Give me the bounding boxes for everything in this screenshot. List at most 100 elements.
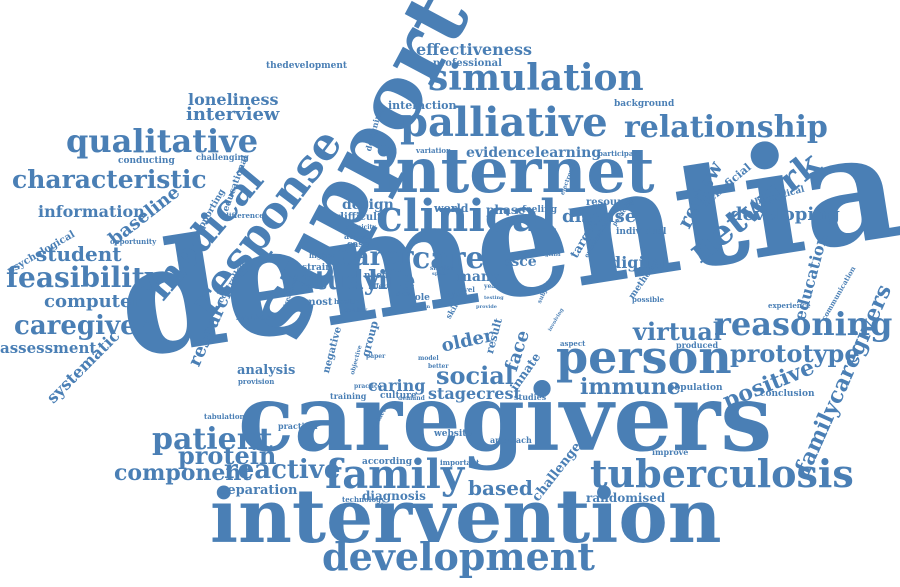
word-caregivers: caregivers bbox=[238, 364, 773, 472]
word-virtual: virtual bbox=[633, 317, 722, 346]
word-culture: culture bbox=[380, 391, 417, 401]
word-reactive: reactive bbox=[224, 455, 341, 485]
word-separation: separation bbox=[220, 483, 298, 498]
word-randomised: randomised bbox=[586, 491, 666, 505]
word-provide: provide bbox=[476, 304, 497, 310]
word-aspect: aspect bbox=[560, 339, 586, 348]
word-practical: practical bbox=[278, 421, 318, 431]
word-strain: strain bbox=[302, 263, 332, 273]
word-practice: practice bbox=[354, 383, 382, 390]
word-osce: osce bbox=[502, 254, 537, 270]
word-developing: developing bbox=[730, 204, 840, 225]
word-interview: interview bbox=[186, 104, 280, 125]
word-stagecrest: stagecrest bbox=[428, 384, 521, 403]
word-space: space bbox=[432, 271, 448, 277]
word-reasoning: reasoning bbox=[714, 305, 893, 343]
word-role: role bbox=[410, 293, 430, 303]
word-simulation: simulation bbox=[428, 57, 644, 99]
word-provision: provision bbox=[238, 377, 275, 386]
word-caregiver: caregiver bbox=[14, 311, 151, 341]
word-effect: effect bbox=[370, 283, 389, 290]
word-evidence: evidence bbox=[466, 145, 535, 161]
word-learning: learning bbox=[535, 145, 602, 161]
word-analysis: analysis bbox=[237, 363, 296, 378]
word-prototype: prototype bbox=[730, 339, 860, 368]
word-student: student bbox=[36, 242, 122, 266]
word-diagnosis: diagnosis bbox=[362, 489, 426, 503]
word-person: person bbox=[556, 330, 732, 384]
word-synthesis: synthesis bbox=[236, 312, 278, 322]
word-website: website bbox=[434, 429, 473, 439]
word-experience: experience bbox=[768, 301, 811, 310]
word-many: many bbox=[457, 269, 500, 285]
word-novel: novel bbox=[454, 285, 475, 294]
word-model: model bbox=[418, 355, 439, 362]
word-possible: possible bbox=[632, 295, 665, 304]
word-professional: professional bbox=[433, 58, 502, 69]
word-palliative: palliative bbox=[400, 99, 608, 146]
word-life: life bbox=[368, 266, 416, 296]
word-clinical: clinical bbox=[376, 191, 557, 242]
word-development: development bbox=[322, 534, 595, 579]
word-design: design bbox=[342, 197, 394, 213]
word-relationship: relationship bbox=[624, 110, 828, 145]
word-according: according bbox=[362, 457, 413, 467]
word-carer: carer bbox=[337, 242, 414, 272]
word-resource: resource bbox=[586, 197, 635, 208]
word-tuberculosis: tuberculosis bbox=[590, 451, 854, 496]
word-world: world bbox=[434, 202, 469, 215]
word-health: health bbox=[334, 297, 360, 306]
word-information: information bbox=[38, 202, 145, 221]
word-higher: higher bbox=[309, 251, 335, 260]
word-patient: patient bbox=[152, 422, 273, 457]
word-approach: approach bbox=[490, 435, 532, 445]
word-england: england bbox=[538, 252, 561, 258]
word-individual: individual bbox=[616, 227, 667, 237]
word-care: care bbox=[412, 241, 485, 276]
word-thedevelopment: thedevelopment bbox=[266, 61, 348, 71]
word-studies: studies bbox=[514, 392, 547, 402]
word-testing: testing bbox=[484, 295, 504, 301]
word-population: population bbox=[668, 383, 723, 393]
word-demand: demand bbox=[398, 395, 425, 402]
word-feeling: feeling bbox=[522, 205, 557, 215]
word-protein: protein bbox=[178, 441, 277, 470]
word-similar: similar bbox=[430, 265, 454, 272]
word-phase: phase bbox=[486, 203, 526, 217]
word-better: better bbox=[428, 363, 449, 370]
word-burden: burden bbox=[410, 304, 431, 310]
word-training: training bbox=[330, 391, 367, 401]
word-important: important bbox=[440, 458, 480, 467]
word-opportunity: opportunity bbox=[110, 237, 157, 246]
word-loneliness: loneliness bbox=[188, 90, 279, 109]
word-most: most bbox=[305, 297, 333, 308]
word-study: study bbox=[300, 266, 379, 296]
word-conducting: conducting bbox=[118, 156, 175, 166]
word-feasibility: feasibility bbox=[6, 261, 162, 294]
word-technology: technology bbox=[342, 495, 386, 504]
word-based: based bbox=[468, 476, 533, 500]
word-internet: internet bbox=[372, 134, 655, 207]
word-data: data bbox=[396, 291, 411, 298]
word-effectiveness: effectiveness bbox=[416, 40, 533, 59]
word-computer: computer bbox=[44, 291, 141, 312]
word-social: social bbox=[436, 361, 514, 390]
word-participant: participant bbox=[598, 149, 642, 158]
word-active: active bbox=[344, 231, 371, 241]
word-ethnicity: ethnicity bbox=[346, 224, 376, 231]
word-produced: produced bbox=[676, 340, 719, 350]
word-year: year bbox=[484, 283, 499, 290]
word-qualitative: qualitative bbox=[66, 122, 259, 160]
word-caring: caring bbox=[368, 376, 426, 395]
word-variation: variation bbox=[416, 146, 452, 155]
word-immune: immune bbox=[580, 374, 681, 400]
word-type: type bbox=[446, 290, 468, 300]
word-challenging: challenging bbox=[196, 152, 249, 162]
word-conclusion: conclusion bbox=[760, 389, 815, 399]
word-digital: digital bbox=[610, 253, 669, 272]
word-characteristic: characteristic bbox=[12, 165, 207, 194]
word-assessment: assessment bbox=[0, 339, 97, 357]
word-component: component bbox=[114, 460, 252, 486]
word-improve: improve bbox=[652, 447, 689, 457]
